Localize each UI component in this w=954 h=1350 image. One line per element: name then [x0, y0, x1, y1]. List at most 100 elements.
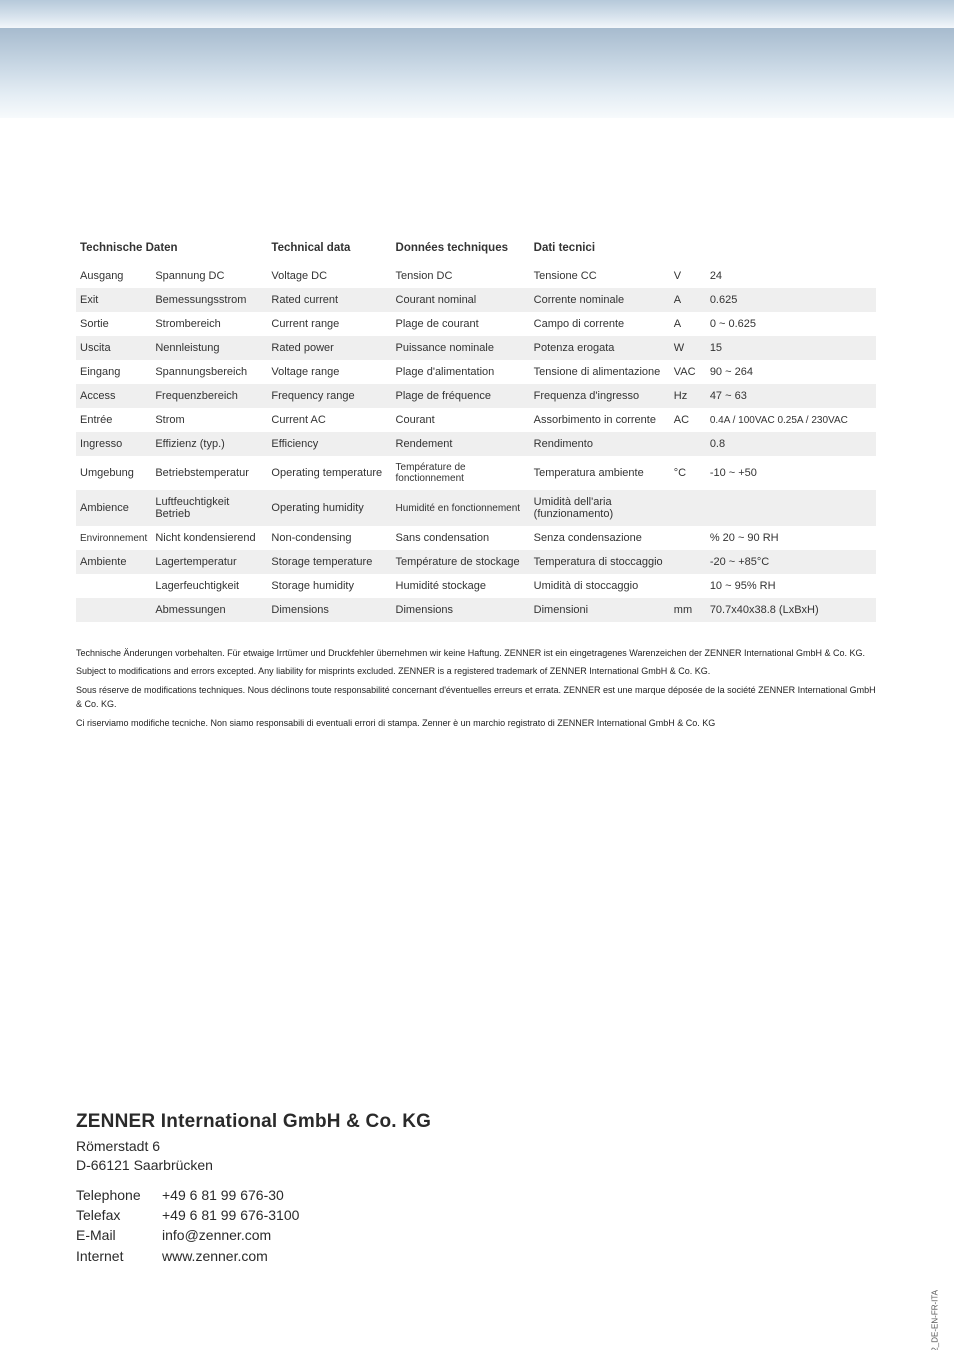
cell-c1: Lagertemperatur [151, 550, 267, 574]
cell-c0: Ambiente [76, 550, 151, 574]
cell-value: 90 ~ 264 [706, 360, 876, 384]
cell-value: % 20 ~ 90 RH [706, 526, 876, 550]
cell-value: 0.8 [706, 432, 876, 456]
cell-c2: Voltage range [267, 360, 391, 384]
footnote-line: Technische Änderungen vorbehalten. Für e… [76, 646, 878, 660]
cell-c1: Strombereich [151, 312, 267, 336]
contact-row: Telephone+49 6 81 99 676-30 [76, 1185, 636, 1205]
cell-value: 0.4A / 100VAC 0.25A / 230VAC [706, 408, 876, 432]
cell-unit [670, 526, 706, 550]
cell-c3: Puissance nominale [392, 336, 530, 360]
header-banner [0, 0, 954, 126]
table-row: IngressoEffizienz (typ.)EfficiencyRendem… [76, 432, 876, 456]
cell-unit [670, 550, 706, 574]
cell-value: 24 [706, 264, 876, 288]
cell-c1: Spannungsbereich [151, 360, 267, 384]
cell-c3: Humidité en fonctionnement [392, 490, 530, 526]
cell-c4: Temperatura di stoccaggio [530, 550, 670, 574]
cell-c0: Environnement [76, 526, 151, 550]
cell-c0: Ambience [76, 490, 151, 526]
cell-value: 10 ~ 95% RH [706, 574, 876, 598]
cell-c4: Frequenza d'ingresso [530, 384, 670, 408]
cell-c0: Eingang [76, 360, 151, 384]
cell-c4: Potenza erogata [530, 336, 670, 360]
cell-c4: Tensione di alimentazione [530, 360, 670, 384]
table-row: AmbienceLuftfeuchtigkeit BetriebOperatin… [76, 490, 876, 526]
cell-c2: Efficiency [267, 432, 391, 456]
table-row: AusgangSpannung DCVoltage DCTension DCTe… [76, 264, 876, 288]
cell-c3: Rendement [392, 432, 530, 456]
cell-c1: Bemessungsstrom [151, 288, 267, 312]
cell-unit: mm [670, 598, 706, 622]
table-row: AmbienteLagertemperaturStorage temperatu… [76, 550, 876, 574]
table-row: AccessFrequenzbereichFrequency rangePlag… [76, 384, 876, 408]
cell-c3: Plage d'alimentation [392, 360, 530, 384]
cell-c4: Umidità di stoccaggio [530, 574, 670, 598]
footnote-line: Sous réserve de modifications techniques… [76, 683, 878, 712]
cell-unit: Hz [670, 384, 706, 408]
table-row: LagerfeuchtigkeitStorage humidityHumidit… [76, 574, 876, 598]
cell-unit [670, 490, 706, 526]
cell-c2: Current range [267, 312, 391, 336]
contact-value: +49 6 81 99 676-3100 [162, 1207, 299, 1223]
footnote-line: Subject to modifications and errors exce… [76, 664, 878, 678]
cell-c0: Uscita [76, 336, 151, 360]
cell-unit [670, 574, 706, 598]
cell-c3: Sans condensation [392, 526, 530, 550]
table-row: EntréeStromCurrent ACCourantAssorbimento… [76, 408, 876, 432]
cell-c2: Dimensions [267, 598, 391, 622]
spec-table: Technische Daten Technical data Données … [76, 236, 876, 622]
cell-c1: Spannung DC [151, 264, 267, 288]
contact-value: www.zenner.com [162, 1248, 268, 1264]
cell-c1: Effizienz (typ.) [151, 432, 267, 456]
table-row: UmgebungBetriebstemperaturOperating temp… [76, 456, 876, 490]
contact-label: E-Mail [76, 1225, 162, 1245]
company-name: ZENNER International GmbH & Co. KG [76, 1111, 636, 1133]
cell-c2: Frequency range [267, 384, 391, 408]
header-fr: Données techniques [392, 236, 530, 264]
cell-c4: Temperatura ambiente [530, 456, 670, 490]
cell-c0: Exit [76, 288, 151, 312]
content-area: Technische Daten Technical data Données … [0, 126, 954, 730]
cell-value: -20 ~ +85°C [706, 550, 876, 574]
cell-unit [670, 432, 706, 456]
footnotes: Technische Änderungen vorbehalten. Für e… [76, 646, 878, 730]
cell-value: -10 ~ +50 [706, 456, 876, 490]
cell-c3: Tension DC [392, 264, 530, 288]
header-unit [670, 236, 706, 264]
contact-value: info@zenner.com [162, 1227, 271, 1243]
cell-value: 0.625 [706, 288, 876, 312]
cell-c4: Umidità dell'aria (funzionamento) [530, 490, 670, 526]
contact-row: Telefax+49 6 81 99 676-3100 [76, 1205, 636, 1225]
cell-value: 0 ~ 0.625 [706, 312, 876, 336]
cell-c4: Dimensioni [530, 598, 670, 622]
cell-c0: Entrée [76, 408, 151, 432]
cell-unit: VAC [670, 360, 706, 384]
cell-unit: °C [670, 456, 706, 490]
side-reference-text: Technische Änderungen vorbehalten. Für e… [931, 1290, 940, 1350]
cell-c0 [76, 574, 151, 598]
cell-c0: Ausgang [76, 264, 151, 288]
table-header-row: Technische Daten Technical data Données … [76, 236, 876, 264]
address-line-1: Römerstadt 6 [76, 1137, 636, 1156]
cell-c2: Operating humidity [267, 490, 391, 526]
table-row: AbmessungenDimensionsDimensionsDimension… [76, 598, 876, 622]
cell-c1: Abmessungen [151, 598, 267, 622]
contact-value: +49 6 81 99 676-30 [162, 1187, 284, 1203]
cell-c2: Storage humidity [267, 574, 391, 598]
table-row: EnvironnementNicht kondensierendNon-cond… [76, 526, 876, 550]
cell-c4: Tensione CC [530, 264, 670, 288]
contact-block: ZENNER International GmbH & Co. KG Römer… [76, 1111, 636, 1266]
cell-unit: A [670, 288, 706, 312]
cell-c2: Storage temperature [267, 550, 391, 574]
cell-c0: Sortie [76, 312, 151, 336]
table-row: SortieStrombereichCurrent rangePlage de … [76, 312, 876, 336]
cell-c0: Ingresso [76, 432, 151, 456]
cell-c4: Corrente nominale [530, 288, 670, 312]
cell-c1: Lagerfeuchtigkeit [151, 574, 267, 598]
contact-row: E-Mailinfo@zenner.com [76, 1225, 636, 1245]
cell-c3: Courant nominal [392, 288, 530, 312]
header-value [706, 236, 876, 264]
cell-c3: Plage de courant [392, 312, 530, 336]
cell-c2: Non-condensing [267, 526, 391, 550]
